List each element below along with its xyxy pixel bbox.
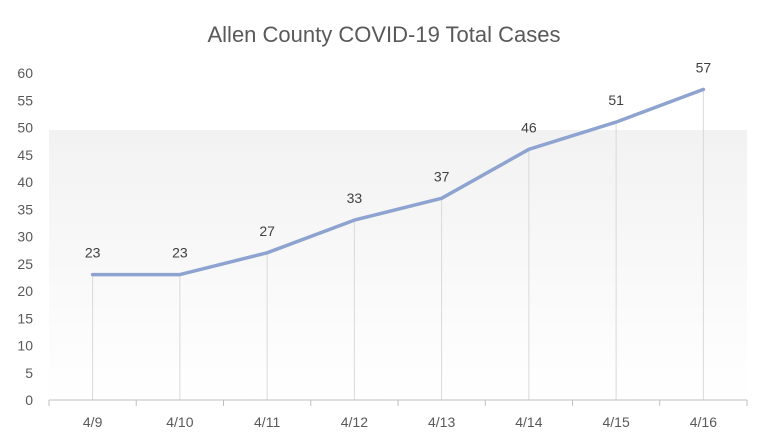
- x-tick-label: 4/11: [254, 414, 280, 430]
- chart-title: Allen County COVID-19 Total Cases: [208, 22, 561, 47]
- y-tick-label: 60: [17, 65, 33, 81]
- y-tick-label: 30: [17, 229, 33, 245]
- y-tick-label: 10: [17, 338, 33, 354]
- x-tick-label: 4/12: [341, 414, 368, 430]
- data-label: 33: [347, 190, 363, 206]
- data-label: 23: [172, 245, 188, 261]
- x-tick-label: 4/13: [428, 414, 455, 430]
- x-axis: 4/9 4/10 4/11 4/12 4/13 4/14 4/15 4/16: [48, 400, 748, 430]
- y-tick-label: 15: [17, 310, 33, 326]
- x-tick-label: 4/15: [603, 414, 630, 430]
- y-tick-label: 5: [25, 365, 33, 381]
- series-line: [90, 87, 706, 277]
- y-tick-label: 0: [25, 392, 33, 408]
- y-tick-label: 25: [17, 256, 33, 272]
- x-tick-label: 4/16: [690, 414, 717, 430]
- data-label: 27: [259, 223, 275, 239]
- x-tick-label: 4/9: [83, 414, 103, 430]
- y-tick-label: 50: [17, 120, 33, 136]
- plot-area: [49, 130, 747, 400]
- x-tick-label: 4/14: [515, 414, 542, 430]
- data-labels: 23 23 27 33 37 46 51 57: [85, 59, 712, 260]
- y-axis: 0 5 10 15 20 25 30 35 40 45 50 55 60: [17, 65, 33, 408]
- x-tick-label: 4/10: [166, 414, 193, 430]
- data-label: 51: [608, 92, 624, 108]
- y-tick-label: 45: [17, 147, 33, 163]
- series-layer: [90, 87, 706, 277]
- data-label: 57: [696, 59, 712, 75]
- data-label: 37: [434, 168, 450, 184]
- data-label: 46: [521, 119, 537, 135]
- y-tick-label: 40: [17, 174, 33, 190]
- drop-lines: [92, 89, 704, 400]
- data-label: 23: [85, 245, 101, 261]
- y-tick-label: 55: [17, 92, 33, 108]
- y-tick-label: 20: [17, 283, 33, 299]
- y-tick-label: 35: [17, 201, 33, 217]
